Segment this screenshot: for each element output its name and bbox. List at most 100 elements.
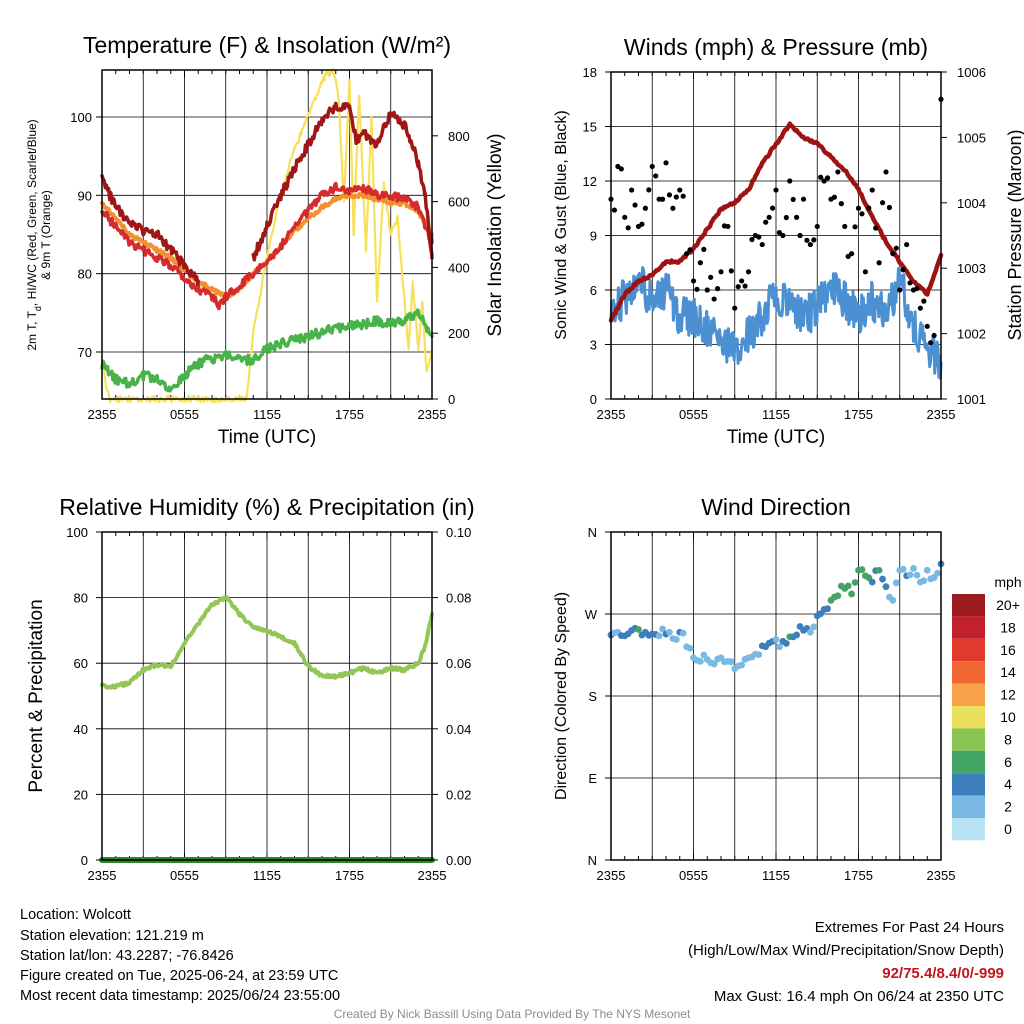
x-tick-label: 2355 — [597, 407, 626, 422]
gust-point — [824, 175, 831, 181]
x-tick-label: 0555 — [170, 407, 199, 422]
direction-point — [776, 643, 783, 651]
gust-point — [821, 178, 827, 184]
gust-point — [928, 340, 934, 346]
direction-point — [686, 644, 694, 652]
direction-point — [806, 628, 814, 636]
y-tick-label: 20 — [74, 787, 88, 802]
gust-point — [859, 211, 865, 217]
colorbar-swatch — [952, 594, 985, 617]
gust-point — [862, 269, 868, 275]
max-gust: Max Gust: 16.4 mph On 06/24 at 2350 UTC — [713, 988, 1004, 1005]
gust-point — [890, 251, 896, 257]
y-tick-label: 18 — [583, 65, 597, 80]
y2-tick-label: 0.06 — [446, 656, 471, 671]
y-axis-label: 2m T, Td, HI/WC (Red, Green, Scarlet/Blu… — [25, 119, 43, 350]
speed-colorbar: mph 20+ 18 16 14 12 10 8 6 4 2 0 — [952, 574, 1022, 841]
y2-tick-label: 0.08 — [446, 591, 471, 606]
extremes-subtitle: (High/Low/Max Wind/Precipitation/Snow De… — [688, 942, 1004, 959]
y2-tick-label: 0.10 — [446, 525, 471, 540]
gust-point — [711, 296, 717, 302]
colorbar-label: 4 — [1004, 776, 1012, 792]
y-tick-label: 100 — [70, 110, 92, 125]
direction-point — [892, 579, 900, 587]
gust-point — [780, 232, 786, 239]
direction-point — [635, 626, 642, 633]
series-dewpoint — [100, 308, 434, 393]
x-tick-label: 1755 — [844, 407, 873, 422]
gust-point — [673, 194, 679, 200]
x-tick-label: 2355 — [88, 407, 117, 422]
gust-point — [694, 286, 700, 292]
gust-point — [924, 323, 930, 329]
gust-point — [718, 269, 724, 275]
direction-point — [679, 629, 687, 637]
gust-point — [632, 202, 638, 208]
y2-tick-label: 1006 — [957, 65, 986, 80]
direction-point — [810, 623, 818, 631]
x-tick-label: 2355 — [927, 407, 956, 422]
x-tick-label: 0555 — [679, 868, 708, 883]
direction-point — [882, 583, 890, 591]
gust-point — [680, 193, 686, 199]
gust-point — [701, 246, 707, 252]
y2-tick-label: 400 — [448, 260, 470, 275]
y-label-part: , HI/WC (Red, Green, Scarlet/Blue) — [25, 119, 39, 306]
direction-point — [772, 636, 780, 643]
gust-point — [873, 225, 879, 231]
y-tick-label: 9 — [590, 229, 597, 244]
colorbar-label: 8 — [1004, 731, 1012, 747]
y-tick-label: W — [585, 607, 598, 622]
y2-tick-label: 1004 — [957, 196, 986, 211]
colorbar-swatch — [952, 773, 985, 796]
x-axis-label: Time (UTC) — [218, 427, 317, 448]
gust-point — [649, 163, 655, 170]
colorbar-swatch — [952, 661, 985, 684]
gust-point — [787, 178, 793, 184]
gust-point — [835, 169, 841, 175]
y-axis-label: Sonic Wind & Gust (Blue, Black) — [553, 110, 570, 339]
colorbar-label: 18 — [1000, 619, 1016, 635]
direction-point — [696, 657, 704, 665]
gust-point — [818, 174, 824, 180]
y-label-subscript: d — [33, 306, 43, 311]
gust-point — [642, 205, 648, 211]
gust-point — [704, 287, 710, 293]
series-humidity — [100, 595, 434, 690]
gust-point — [708, 274, 714, 280]
y2-tick-label: 1001 — [957, 392, 986, 407]
gust-point — [783, 214, 789, 221]
gust-point — [814, 223, 820, 230]
y2-tick-label: 0.00 — [446, 853, 471, 868]
x-tick-label: 2355 — [418, 868, 447, 883]
x-tick-label: 1755 — [844, 868, 873, 883]
gust-point — [811, 237, 817, 243]
colorbar-swatch — [952, 818, 985, 841]
y2-tick-label: 1002 — [957, 327, 986, 342]
direction-point — [666, 628, 673, 636]
colorbar-title: mph — [994, 574, 1021, 590]
direction-point — [782, 639, 790, 647]
gust-point — [838, 201, 844, 207]
colorbar-swatch — [952, 616, 985, 639]
plot-frame — [101, 69, 433, 400]
gust-point — [769, 205, 776, 211]
panel-4: 2355 0555 1155 1755 2355 Wind Direction N E S W N D… — [553, 494, 1022, 883]
station-latlon: Station lat/lon: 43.2287; -76.8426 — [20, 948, 234, 964]
station-elevation: Station elevation: 121.219 m — [20, 928, 204, 944]
colorbar-label: 2 — [1004, 799, 1012, 815]
direction-point — [848, 590, 856, 598]
gust-point — [625, 225, 631, 231]
y-tick-label: 0 — [590, 392, 597, 407]
direction-point — [920, 577, 928, 585]
gust-point — [800, 196, 807, 202]
x-tick-label: 0555 — [679, 407, 708, 422]
colorbar-label: 16 — [1000, 642, 1016, 658]
plot-frame — [101, 531, 433, 861]
y-tick-label: 15 — [583, 120, 597, 135]
station-location: Location: Wolcott — [20, 907, 131, 923]
gust-point — [735, 284, 741, 290]
y-tick-label: 12 — [583, 174, 597, 189]
direction-point — [672, 636, 680, 643]
